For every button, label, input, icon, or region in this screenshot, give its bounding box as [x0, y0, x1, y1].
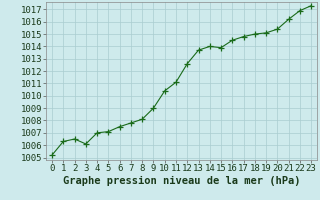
X-axis label: Graphe pression niveau de la mer (hPa): Graphe pression niveau de la mer (hPa): [63, 176, 300, 186]
